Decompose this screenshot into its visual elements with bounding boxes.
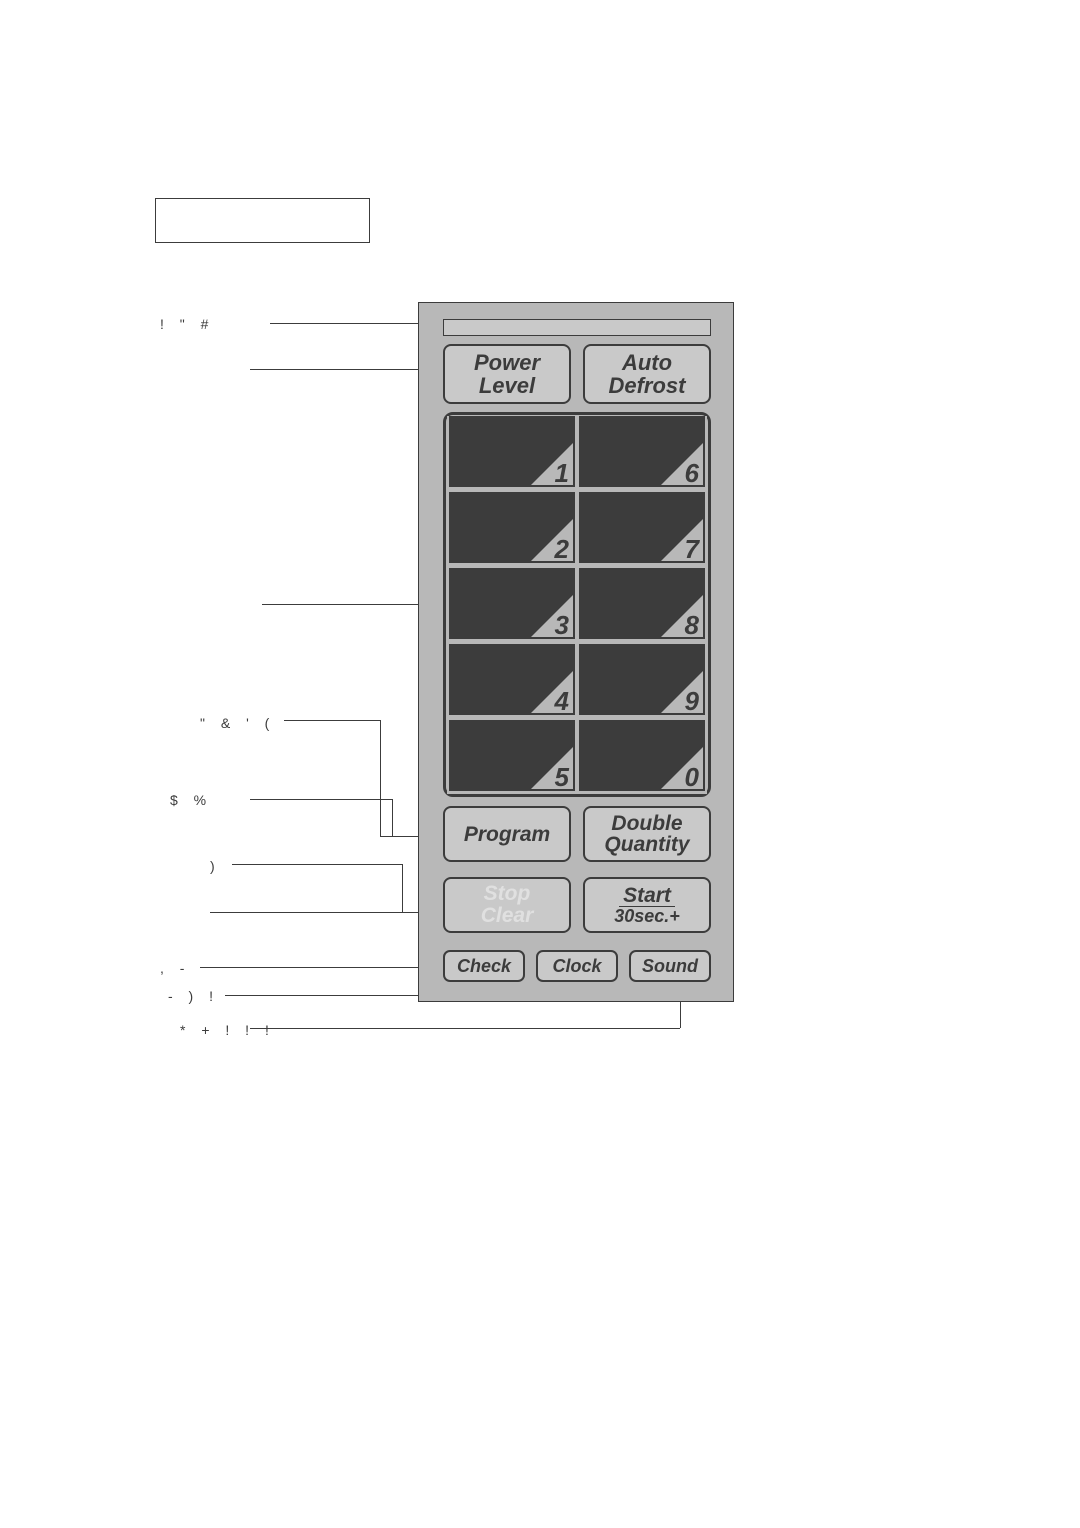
sound-label: Sound xyxy=(642,956,698,977)
control-panel: Power Level Auto Defrost 1 2 3 4 5 6 7 8… xyxy=(418,302,734,1002)
leader-line xyxy=(250,369,440,370)
label-clock: - ) ! xyxy=(168,988,219,1005)
power-level-button[interactable]: Power Level xyxy=(443,344,571,404)
number-key-0[interactable]: 0 xyxy=(577,720,707,794)
start-label-2: 30sec.+ xyxy=(614,907,680,925)
check-label: Check xyxy=(457,956,511,977)
clock-button[interactable]: Clock xyxy=(536,950,618,982)
double-quantity-label-2: Quantity xyxy=(604,834,689,855)
label-check: , - xyxy=(160,960,190,976)
number-key-2[interactable]: 2 xyxy=(447,492,577,566)
leader-line xyxy=(250,799,392,800)
label-stop-clear: ) xyxy=(210,858,221,874)
auto-defrost-label-1: Auto xyxy=(622,351,672,374)
number-pad-frame: 1 2 3 4 5 6 7 8 9 0 xyxy=(443,412,711,797)
number-key-3[interactable]: 3 xyxy=(447,568,577,642)
leader-line xyxy=(270,323,440,324)
label-display: ! " # xyxy=(160,316,214,332)
double-quantity-button[interactable]: Double Quantity xyxy=(583,806,711,862)
label-sound: * + ! ! ! xyxy=(180,1022,275,1039)
check-button[interactable]: Check xyxy=(443,950,525,982)
clear-label: Clear xyxy=(481,905,534,927)
stop-label: Stop xyxy=(484,883,531,905)
leader-line xyxy=(262,604,432,605)
number-key-5[interactable]: 5 xyxy=(447,720,577,794)
number-key-7[interactable]: 7 xyxy=(577,492,707,566)
start-label-1: Start xyxy=(619,885,675,907)
leader-line xyxy=(392,799,393,836)
leader-line xyxy=(250,1028,680,1029)
display-window xyxy=(443,319,711,336)
section-title-box xyxy=(155,198,370,243)
program-button[interactable]: Program xyxy=(443,806,571,862)
power-level-label-1: Power xyxy=(474,351,540,374)
start-button[interactable]: Start 30sec.+ xyxy=(583,877,711,933)
leader-line xyxy=(402,864,403,912)
label-program: $ % xyxy=(170,792,212,808)
leader-line xyxy=(232,864,402,865)
double-quantity-label-1: Double xyxy=(611,813,682,834)
leader-line xyxy=(380,720,381,836)
number-key-6[interactable]: 6 xyxy=(577,416,707,490)
label-double-quantity: " & ' ( xyxy=(200,715,275,731)
number-key-8[interactable]: 8 xyxy=(577,568,707,642)
number-key-4[interactable]: 4 xyxy=(447,644,577,718)
auto-defrost-label-2: Defrost xyxy=(608,374,685,397)
leader-line xyxy=(284,720,380,721)
leader-line xyxy=(200,967,450,968)
clock-label: Clock xyxy=(552,956,601,977)
stop-clear-button[interactable]: Stop Clear xyxy=(443,877,571,933)
auto-defrost-button[interactable]: Auto Defrost xyxy=(583,344,711,404)
number-key-1[interactable]: 1 xyxy=(447,416,577,490)
number-key-9[interactable]: 9 xyxy=(577,644,707,718)
program-label: Program xyxy=(464,824,550,845)
sound-button[interactable]: Sound xyxy=(629,950,711,982)
power-level-label-2: Level xyxy=(479,374,535,397)
